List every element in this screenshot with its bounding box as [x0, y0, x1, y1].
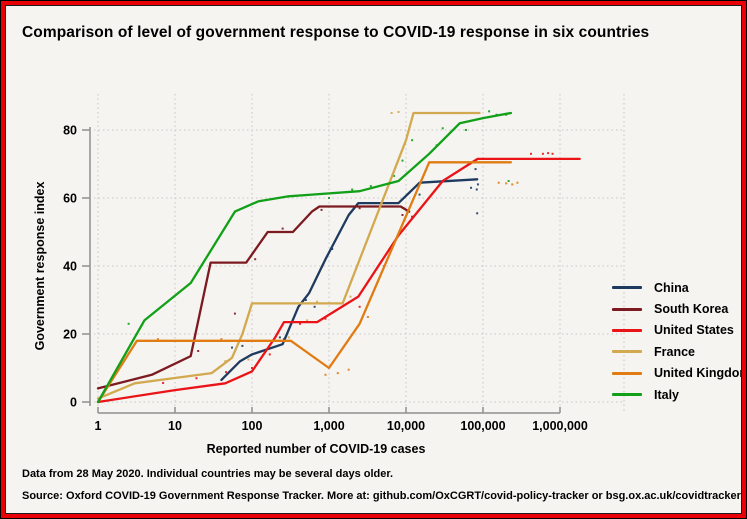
legend-label: Italy — [654, 387, 680, 402]
svg-text:1,000: 1,000 — [313, 419, 344, 433]
svg-text:20: 20 — [63, 328, 77, 342]
legend-swatch — [612, 286, 642, 290]
legend-item-united-kingdom: United Kingdom — [612, 363, 742, 384]
legend-swatch — [612, 328, 642, 332]
legend-item-china: China — [612, 277, 741, 298]
svg-text:10,000: 10,000 — [387, 419, 425, 433]
svg-text:0: 0 — [70, 396, 77, 410]
footer-source: Source: Oxford COVID-19 Government Respo… — [22, 490, 741, 502]
legend-label: France — [654, 344, 695, 359]
legend-swatch — [612, 350, 642, 354]
legend-item-south-korea: South Korea — [612, 298, 741, 319]
chart-canvas: 0 20 40 60 80 1 10 100 1,000 10,000 100,000 1,000,0… — [33, 94, 625, 456]
svg-text:60: 60 — [63, 192, 77, 206]
legend-swatch — [612, 307, 642, 311]
legend-item-france: France — [612, 341, 741, 362]
footer-note: Data from 28 May 2020. Individual countr… — [22, 468, 394, 480]
legend-item-italy: Italy — [612, 384, 741, 405]
legend-swatch — [612, 393, 642, 397]
svg-text:80: 80 — [63, 124, 77, 138]
svg-text:10: 10 — [168, 419, 182, 433]
legend-label: United Kingdom — [654, 366, 742, 381]
legend-label: United States — [654, 323, 734, 338]
legend-item-united-states: United States — [612, 320, 741, 341]
svg-text:1,000,000: 1,000,000 — [532, 419, 588, 433]
svg-text:Reported number of COVID-19 ca: Reported number of COVID-19 cases — [207, 442, 426, 456]
svg-text:40: 40 — [63, 260, 77, 274]
svg-text:100: 100 — [242, 419, 263, 433]
page-title: Comparison of level of government respon… — [22, 24, 650, 41]
legend: China South Korea United States France Unite… — [612, 277, 742, 405]
svg-text:100,000: 100,000 — [460, 419, 505, 433]
svg-text:1: 1 — [95, 419, 102, 433]
legend-label: China — [654, 280, 689, 295]
svg-text:Government response index: Government response index — [33, 182, 47, 351]
chart-area: Comparison of level of government respon… — [5, 5, 742, 514]
legend-swatch — [612, 371, 642, 375]
legend-label: South Korea — [654, 302, 729, 317]
